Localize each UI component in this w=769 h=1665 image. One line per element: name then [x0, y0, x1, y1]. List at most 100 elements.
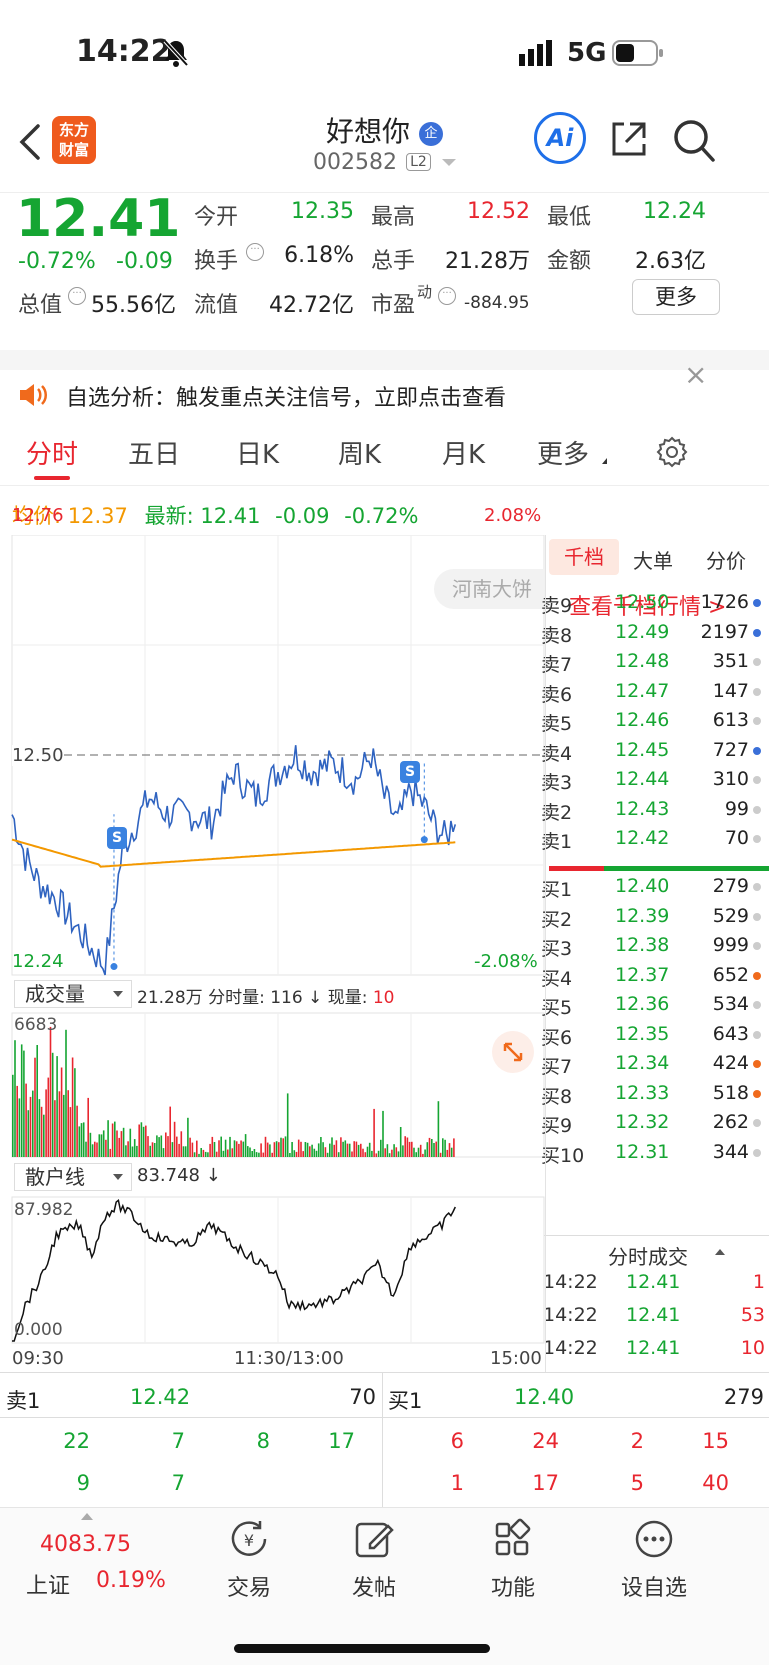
- trade-icon: ¥: [231, 1521, 267, 1556]
- avg-price-line: [11, 838, 456, 868]
- function-tab[interactable]: 功能: [458, 1518, 568, 1602]
- order-count: 7: [171, 1429, 185, 1453]
- bid-row[interactable]: 买8 12.33 518: [541, 1082, 769, 1112]
- open-value: 12.35: [291, 199, 354, 224]
- volume-bar: [262, 1152, 265, 1157]
- ask-row[interactable]: 卖3 12.44 310: [541, 768, 769, 798]
- close-icon[interactable]: ×: [684, 358, 708, 391]
- expand-icon[interactable]: [492, 1031, 534, 1073]
- ask-row[interactable]: 卖7 12.48 351: [541, 650, 769, 680]
- trades-label[interactable]: 分时成交: [608, 1245, 688, 1269]
- index-name[interactable]: 上证: [26, 1574, 71, 1599]
- status-dot: [753, 805, 761, 814]
- level-badge[interactable]: L2: [406, 153, 431, 171]
- ask-price: 12.42: [615, 827, 670, 849]
- mktcap-label: 总值: [18, 293, 63, 318]
- high-value: 12.52: [467, 199, 530, 224]
- index-value[interactable]: 4083.75: [40, 1532, 131, 1557]
- tab-book[interactable]: 千档: [549, 539, 619, 575]
- volume-bar: [247, 1146, 249, 1157]
- bid-level: 买8: [541, 1085, 573, 1108]
- gear-icon[interactable]: [656, 436, 688, 472]
- bid-level: 买2: [541, 908, 573, 931]
- index-pct[interactable]: 0.19%: [96, 1568, 166, 1593]
- signal-badge[interactable]: S: [107, 827, 127, 849]
- volume-bar: [107, 1120, 109, 1157]
- signal-dot: [420, 836, 428, 844]
- bid-row[interactable]: 买1 12.40 279: [541, 875, 769, 905]
- bid-row[interactable]: 买10 12.31 344: [541, 1141, 769, 1171]
- tab-big-orders[interactable]: 大单: [633, 549, 673, 573]
- add-watchlist-tab[interactable]: 设自选: [599, 1518, 709, 1602]
- volume-bar: [399, 1127, 402, 1157]
- low-label: 最低: [547, 205, 592, 230]
- back-icon[interactable]: [16, 122, 42, 166]
- info-icon[interactable]: ···: [68, 287, 86, 305]
- bid-row[interactable]: 买5 12.36 534: [541, 993, 769, 1023]
- volume-bar: [16, 1085, 18, 1157]
- app-logo[interactable]: 东方 财富: [52, 116, 96, 164]
- volume-bar: [114, 1121, 116, 1157]
- ask-row[interactable]: 卖2 12.43 99: [541, 798, 769, 828]
- ask-row[interactable]: 卖1 12.42 70: [541, 827, 769, 857]
- bid-row[interactable]: 买6 12.35 643: [541, 1023, 769, 1053]
- search-icon[interactable]: [672, 118, 716, 168]
- trade-time: 14:22: [543, 1271, 598, 1293]
- trade-row: 14:22 12.41 1: [543, 1271, 769, 1301]
- volume-bar: [82, 1122, 85, 1157]
- tab-day-k[interactable]: 日K: [236, 440, 280, 470]
- intraday-chart[interactable]: 12.76 2.08% 12.50 12.24 -2.08% 河南大饼 S S …: [0, 505, 545, 1347]
- volume-bar: [304, 1142, 307, 1157]
- bid-row[interactable]: 买3 12.38 999: [541, 934, 769, 964]
- share-icon[interactable]: [608, 118, 650, 164]
- ask-row[interactable]: 卖8 12.49 2197: [541, 621, 769, 651]
- post-tab[interactable]: 发帖: [319, 1518, 429, 1602]
- volume-bar: [78, 1126, 81, 1157]
- ask-row[interactable]: 卖4 12.45 727: [541, 739, 769, 769]
- intraday-chart-svg[interactable]: [0, 535, 545, 1347]
- volume-bar: [435, 1141, 437, 1157]
- volume-bar: [346, 1143, 349, 1157]
- volume-bar: [322, 1142, 324, 1157]
- bid-row[interactable]: 买2 12.39 529: [541, 905, 769, 935]
- status-dot: [753, 1001, 761, 1009]
- tooltip-chip[interactable]: 河南大饼: [434, 569, 544, 609]
- volume-bar: [169, 1106, 171, 1157]
- volume-selector[interactable]: 成交量: [14, 980, 132, 1008]
- info-icon[interactable]: ···: [438, 287, 456, 305]
- chevron-up-icon[interactable]: [715, 1249, 725, 1255]
- volume-bar: [80, 1123, 83, 1157]
- tab-week-k[interactable]: 周K: [338, 440, 382, 470]
- bid-vol: 534: [712, 993, 749, 1015]
- tab-five-day[interactable]: 五日: [128, 440, 181, 470]
- book-link[interactable]: 查看千档行情 >: [569, 595, 727, 620]
- ai-button[interactable]: Ai: [534, 112, 586, 164]
- tab-more[interactable]: 更多: [537, 440, 590, 470]
- tab-intraday[interactable]: 分时: [26, 440, 79, 470]
- ask-row[interactable]: 卖6 12.47 147: [541, 680, 769, 710]
- more-button[interactable]: 更多: [632, 279, 720, 315]
- trade-time: 14:22: [543, 1337, 598, 1359]
- low-value: 12.24: [643, 199, 706, 224]
- ask-row[interactable]: 卖9 12.50 1726: [541, 591, 769, 621]
- volume-bar: [32, 1090, 34, 1157]
- ask-row[interactable]: 卖5 12.46 613: [541, 709, 769, 739]
- volume-bar: [47, 1077, 50, 1157]
- tab-price-dist[interactable]: 分价: [706, 549, 746, 573]
- volume-now: 10: [372, 988, 395, 1008]
- chart-tabs: 分时 五日 日K 周K 月K 更多: [0, 420, 769, 486]
- chevron-down-icon[interactable]: [441, 159, 456, 166]
- tab-month-k[interactable]: 月K: [442, 440, 486, 470]
- trade-tab[interactable]: ¥ 交易: [194, 1518, 304, 1602]
- bid-level: 买6: [541, 1026, 573, 1049]
- retail-selector[interactable]: 散户线: [14, 1163, 132, 1191]
- bid-row[interactable]: 买7 12.34 424: [541, 1052, 769, 1082]
- signal-badge[interactable]: S: [400, 761, 420, 783]
- order-count: 17: [328, 1429, 355, 1453]
- volume-bar: [176, 1136, 178, 1157]
- bid-row[interactable]: 买4 12.37 652: [541, 964, 769, 994]
- volume-bar: [395, 1147, 398, 1157]
- info-icon[interactable]: ···: [246, 243, 264, 261]
- bid-row[interactable]: 买9 12.32 262: [541, 1111, 769, 1141]
- notice-banner[interactable]: 自选分析：触发重点关注信号，立即点击查看 ×: [0, 358, 769, 420]
